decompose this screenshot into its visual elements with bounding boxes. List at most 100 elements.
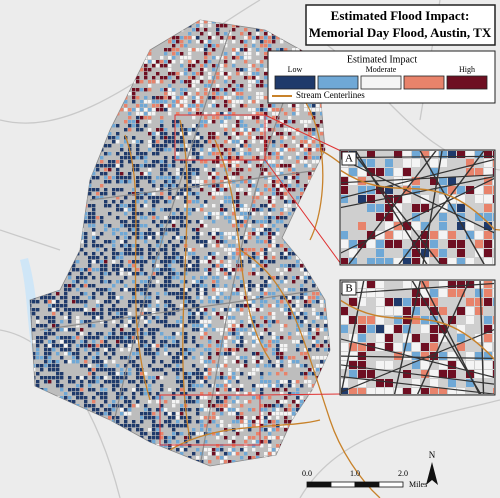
parcel — [272, 420, 276, 424]
parcel — [84, 320, 88, 324]
parcel — [316, 332, 320, 336]
parcel — [276, 108, 280, 112]
parcel — [220, 316, 224, 320]
parcel — [124, 100, 128, 104]
parcel — [168, 240, 172, 244]
parcel — [240, 344, 244, 348]
parcel — [156, 196, 160, 200]
parcel — [272, 428, 276, 432]
parcel — [276, 188, 280, 192]
parcel — [308, 348, 312, 352]
parcel — [308, 296, 312, 300]
parcel — [284, 412, 288, 416]
parcel — [100, 308, 104, 312]
parcel — [192, 172, 196, 176]
parcel — [268, 188, 272, 192]
parcel — [164, 420, 168, 424]
parcel — [256, 396, 260, 400]
parcel — [288, 380, 292, 384]
parcel — [232, 48, 236, 52]
parcel — [124, 324, 128, 328]
parcel — [248, 304, 252, 308]
parcel — [403, 151, 411, 158]
parcel — [252, 332, 256, 336]
parcel — [68, 396, 72, 400]
parcel — [100, 192, 104, 196]
parcel — [152, 160, 156, 164]
parcel — [172, 100, 176, 104]
parcel — [216, 264, 220, 268]
parcel — [148, 400, 152, 404]
parcel — [132, 188, 136, 192]
parcel — [152, 328, 156, 332]
parcel — [84, 280, 88, 284]
parcel — [168, 352, 172, 356]
parcel — [168, 228, 172, 232]
parcel — [88, 368, 92, 372]
parcel — [160, 164, 164, 168]
parcel — [100, 404, 104, 408]
parcel — [212, 420, 216, 424]
parcel — [256, 284, 260, 288]
parcel — [248, 96, 252, 100]
parcel — [208, 40, 212, 44]
parcel — [196, 376, 200, 380]
parcel — [304, 372, 308, 376]
parcel — [192, 104, 196, 108]
parcel — [272, 408, 276, 412]
parcel — [60, 348, 64, 352]
parcel — [292, 340, 296, 344]
parcel — [304, 376, 308, 380]
parcel — [308, 304, 312, 308]
parcel — [176, 364, 180, 368]
parcel — [204, 320, 208, 324]
parcel — [52, 324, 56, 328]
parcel — [272, 304, 276, 308]
parcel — [144, 104, 148, 108]
parcel — [56, 292, 60, 296]
parcel — [312, 372, 316, 376]
parcel — [312, 336, 316, 340]
parcel — [264, 380, 268, 384]
parcel — [252, 268, 256, 272]
parcel — [164, 76, 168, 80]
parcel — [156, 280, 160, 284]
parcel — [172, 104, 176, 108]
parcel — [288, 288, 292, 292]
parcel — [44, 380, 48, 384]
parcel — [312, 328, 316, 332]
parcel — [124, 220, 128, 224]
parcel — [304, 364, 308, 368]
parcel — [192, 100, 196, 104]
parcel — [48, 344, 52, 348]
parcel — [200, 32, 204, 36]
parcel — [268, 248, 272, 252]
parcel — [216, 312, 220, 316]
parcel — [160, 88, 164, 92]
parcel — [244, 76, 248, 80]
parcel — [276, 164, 280, 168]
parcel — [148, 352, 152, 356]
parcel — [224, 88, 228, 92]
parcel — [148, 416, 152, 420]
parcel — [264, 156, 268, 160]
parcel — [172, 368, 176, 372]
parcel — [180, 356, 184, 360]
parcel — [164, 52, 168, 56]
parcel — [48, 328, 52, 332]
parcel — [184, 296, 188, 300]
parcel — [124, 180, 128, 184]
parcel — [108, 204, 112, 208]
parcel — [264, 120, 268, 124]
parcel — [160, 80, 164, 84]
parcel — [156, 232, 160, 236]
parcel — [116, 228, 120, 232]
parcel — [160, 224, 164, 228]
parcel — [252, 456, 256, 460]
parcel — [216, 232, 220, 236]
parcel — [244, 28, 248, 32]
parcel — [248, 132, 252, 136]
parcel — [188, 40, 192, 44]
parcel — [172, 92, 176, 96]
parcel — [228, 408, 232, 412]
